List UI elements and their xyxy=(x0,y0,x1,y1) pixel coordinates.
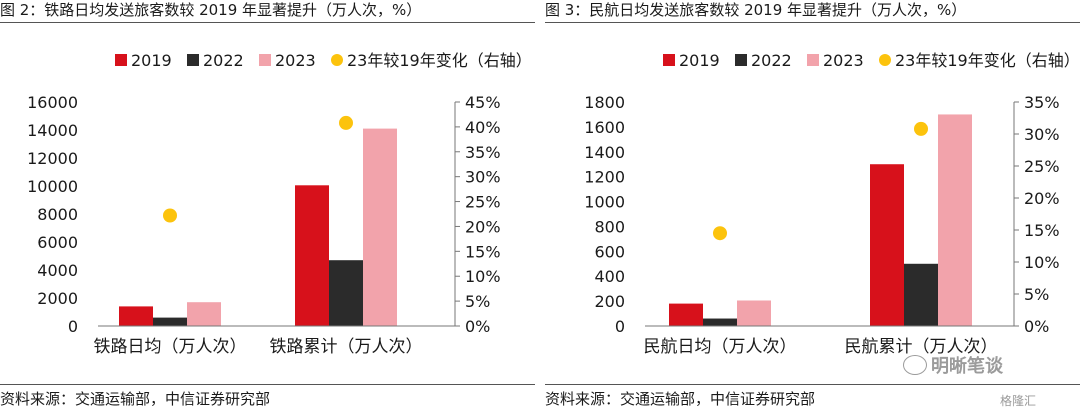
bar-2022 xyxy=(703,318,737,326)
bar-2023 xyxy=(938,114,972,326)
aviation-chart: 2019 2022 2023 23年较19年变化（右轴） 0 200 400 600 800 10… xyxy=(584,51,1080,357)
x-category-label: 民航累计（万人次） xyxy=(845,337,998,357)
legend-swatch xyxy=(663,54,675,66)
legend-label: 23年较19年变化（右轴） xyxy=(347,51,532,70)
railway-chart: 2019 2022 2023 23年较19年变化（右轴） 0 2000 4000 6000 80… xyxy=(27,51,532,357)
y2-tick-label: 15% xyxy=(1024,221,1060,240)
y2-tick-label: 30% xyxy=(465,168,501,187)
bar-2023 xyxy=(363,128,397,326)
legend-item: 2019 xyxy=(663,51,720,70)
bar-2019 xyxy=(295,185,329,326)
legend: 2019 2022 2023 23年较19年变化（右轴） xyxy=(115,51,532,70)
x-category-label: 铁路累计（万人次） xyxy=(270,337,423,357)
figure-title: 图 2：铁路日均发送旅客数较 2019 年显著提升（万人次，%） xyxy=(0,0,535,23)
y2-tick-label: 20% xyxy=(1024,189,1060,208)
legend-label: 2023 xyxy=(275,51,316,70)
bar-2019 xyxy=(119,306,153,326)
legend-item: 23年较19年变化（右轴） xyxy=(331,51,532,70)
y2-tick-label: 35% xyxy=(1024,93,1060,112)
legend-item: 2022 xyxy=(735,51,792,70)
y-tick-label: 4000 xyxy=(37,261,78,280)
y2-tick-label: 40% xyxy=(465,118,501,137)
y-tick-label: 800 xyxy=(594,217,625,236)
y-tick-label: 14000 xyxy=(27,121,78,140)
watermark: 明晰笔谈 xyxy=(903,352,1003,378)
y-tick-label: 0 xyxy=(68,317,78,336)
y2-tick-label: 35% xyxy=(465,143,501,162)
legend-swatch xyxy=(735,54,747,66)
y-tick-label: 200 xyxy=(594,292,625,311)
figure-source: 资料来源：交通运输部，中信证券研究部 xyxy=(545,384,1080,413)
legend-swatch xyxy=(879,54,891,66)
x-category-label: 民航日均（万人次） xyxy=(644,337,797,357)
x-category-label: 铁路日均（万人次） xyxy=(94,337,247,357)
legend-item: 2019 xyxy=(115,51,172,70)
y-tick-label: 1600 xyxy=(584,118,625,137)
change-point xyxy=(163,208,177,223)
y-tick-label: 12000 xyxy=(27,149,78,168)
y-tick-label: 10000 xyxy=(27,177,78,196)
legend-swatch xyxy=(187,54,199,66)
y-tick-label: 1800 xyxy=(584,93,625,112)
legend-label: 2019 xyxy=(131,51,172,70)
legend-label: 2022 xyxy=(203,51,244,70)
wechat-icon xyxy=(903,355,927,375)
y2-tick-label: 10% xyxy=(465,267,501,286)
y-tick-label: 600 xyxy=(594,242,625,261)
y2-tick-label: 5% xyxy=(465,292,490,311)
bar-2023 xyxy=(737,300,771,326)
y2-tick-label: 20% xyxy=(465,217,501,236)
change-point xyxy=(914,121,928,136)
change-point xyxy=(713,226,727,241)
bar-2022 xyxy=(329,260,363,326)
figure-source: 资料来源：交通运输部，中信证券研究部 xyxy=(0,384,535,413)
y-tick-label: 1400 xyxy=(584,143,625,162)
y-tick-label: 6000 xyxy=(37,233,78,252)
y2-tick-label: 30% xyxy=(1024,125,1060,144)
legend-swatch xyxy=(331,54,343,66)
y-tick-label: 1000 xyxy=(584,193,625,212)
figure-aviation: 图 3：民航日均发送旅客数较 2019 年显著提升（万人次，%） 2019 202… xyxy=(545,0,1080,414)
legend: 2019 2022 2023 23年较19年变化（右轴） xyxy=(663,51,1080,70)
watermark-sub: 格隆汇 xyxy=(1000,394,1037,408)
change-point xyxy=(339,115,353,130)
legend-label: 2022 xyxy=(751,51,792,70)
bar-2022 xyxy=(904,263,938,326)
y-tick-label: 400 xyxy=(594,267,625,286)
figure-railway: 图 2：铁路日均发送旅客数较 2019 年显著提升（万人次，%） 2019 202… xyxy=(0,0,535,414)
y2-tick-label: 15% xyxy=(465,242,501,261)
legend-swatch xyxy=(115,54,127,66)
legend-item: 2022 xyxy=(187,51,244,70)
legend-item: 2023 xyxy=(259,51,316,70)
bar-2019 xyxy=(870,164,904,326)
bar-2022 xyxy=(153,317,187,326)
bar-2019 xyxy=(669,303,703,326)
legend-item: 23年较19年变化（右轴） xyxy=(879,51,1080,70)
legend-label: 23年较19年变化（右轴） xyxy=(895,51,1080,70)
y2-tick-label: 25% xyxy=(1024,157,1060,176)
legend-swatch xyxy=(807,54,819,66)
legend-label: 2023 xyxy=(823,51,864,70)
y2-tick-label: 0% xyxy=(465,317,490,336)
legend-label: 2019 xyxy=(679,51,720,70)
y2-tick-label: 0% xyxy=(1024,317,1049,336)
y-tick-label: 16000 xyxy=(27,93,78,112)
y2-tick-label: 5% xyxy=(1024,285,1049,304)
legend-swatch xyxy=(259,54,271,66)
y2-tick-label: 10% xyxy=(1024,253,1060,272)
y-tick-label: 1200 xyxy=(584,168,625,187)
legend-item: 2023 xyxy=(807,51,864,70)
y-tick-label: 0 xyxy=(615,317,625,336)
figure-title: 图 3：民航日均发送旅客数较 2019 年显著提升（万人次，%） xyxy=(545,0,1080,23)
y2-tick-label: 25% xyxy=(465,193,501,212)
bar-2023 xyxy=(187,302,221,326)
y-tick-label: 8000 xyxy=(37,205,78,224)
y-tick-label: 2000 xyxy=(37,289,78,308)
watermark-text: 明晰笔谈 xyxy=(931,356,1003,377)
y2-tick-label: 45% xyxy=(465,93,501,112)
